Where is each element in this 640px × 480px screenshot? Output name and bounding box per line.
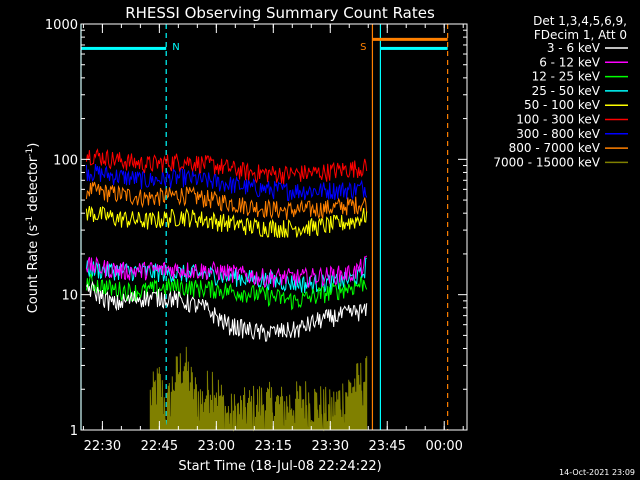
saa-marker [372,37,448,41]
x-tick-label-2315: 23:15 [255,439,292,454]
series-line-300-800keV [85,164,368,202]
legend-label-0: 3 - 6 keV [547,41,601,55]
y-tick-label-10: 10 [61,289,78,304]
annotation-S: S [360,42,366,53]
x-tick-label-2230: 22:30 [84,439,121,454]
night-marker-0 [81,46,167,50]
series-line-6-12keV [85,255,368,289]
legend-label-8: 7000 - 15000 keV [493,155,600,169]
series-line-12-25keV [85,273,368,311]
annotation-N: N [172,42,179,53]
generated-timestamp: 14-Oct-2021 23:09 [559,468,635,477]
series-line-3-6keV [85,280,368,342]
x-tick-label-0000: 00:00 [425,439,462,454]
axis-ticks [81,23,467,431]
x-tick-label-2330: 23:30 [312,439,349,454]
series-line-800-7000keV [85,181,368,220]
x-axis-label: Start Time (18-Jul-08 22:24:22) [178,459,381,474]
legend-label-7: 800 - 7000 keV [509,141,601,155]
x-tick-label-2345: 23:45 [369,439,406,454]
chart-title: RHESSI Observing Summary Count Rates [125,4,435,22]
series-line-50-100keV [85,205,368,238]
y-label-middle: detector [26,156,41,216]
plot-layer [80,24,449,432]
legend-label-6: 300 - 800 keV [516,127,600,141]
y-tick-label-1: 1 [70,424,78,439]
plot-border [80,23,468,431]
y-tick-labels: 1 10 100 1000 [45,18,78,439]
y-label-suffix: ) [26,143,41,148]
series-line-7000-15000keV [149,346,368,432]
y-tick-label-1000: 1000 [45,18,78,33]
legend-header-line-2: FDecim 1, Att 0 [534,28,627,42]
night-marker-1 [380,46,448,50]
plot-frame [80,23,468,431]
legend: Det 1,3,4,5,6,9, FDecim 1, Att 0 3 - 6 k… [493,14,628,169]
legend-header-line-1: Det 1,3,4,5,6,9, [533,14,627,28]
y-axis-label: Count Rate (s-1 detector-1) [25,143,41,314]
legend-label-4: 50 - 100 keV [524,98,601,112]
x-tick-labels: 22:30 22:45 23:00 23:15 23:30 23:45 00:00 [84,439,463,454]
x-tick-label-2300: 23:00 [198,439,235,454]
legend-label-3: 25 - 50 keV [532,84,601,98]
series-line-100-300keV [85,148,368,184]
legend-label-1: 6 - 12 keV [539,55,601,69]
y-label-exponent-2: -1 [25,148,35,157]
y-label-exponent-1: -1 [25,216,35,225]
legend-label-5: 100 - 300 keV [516,113,600,127]
x-tick-label-2245: 22:45 [141,439,178,454]
legend-label-2: 12 - 25 keV [532,70,601,84]
y-tick-label-100: 100 [53,153,78,168]
y-label-prefix: Count Rate (s [26,225,41,314]
